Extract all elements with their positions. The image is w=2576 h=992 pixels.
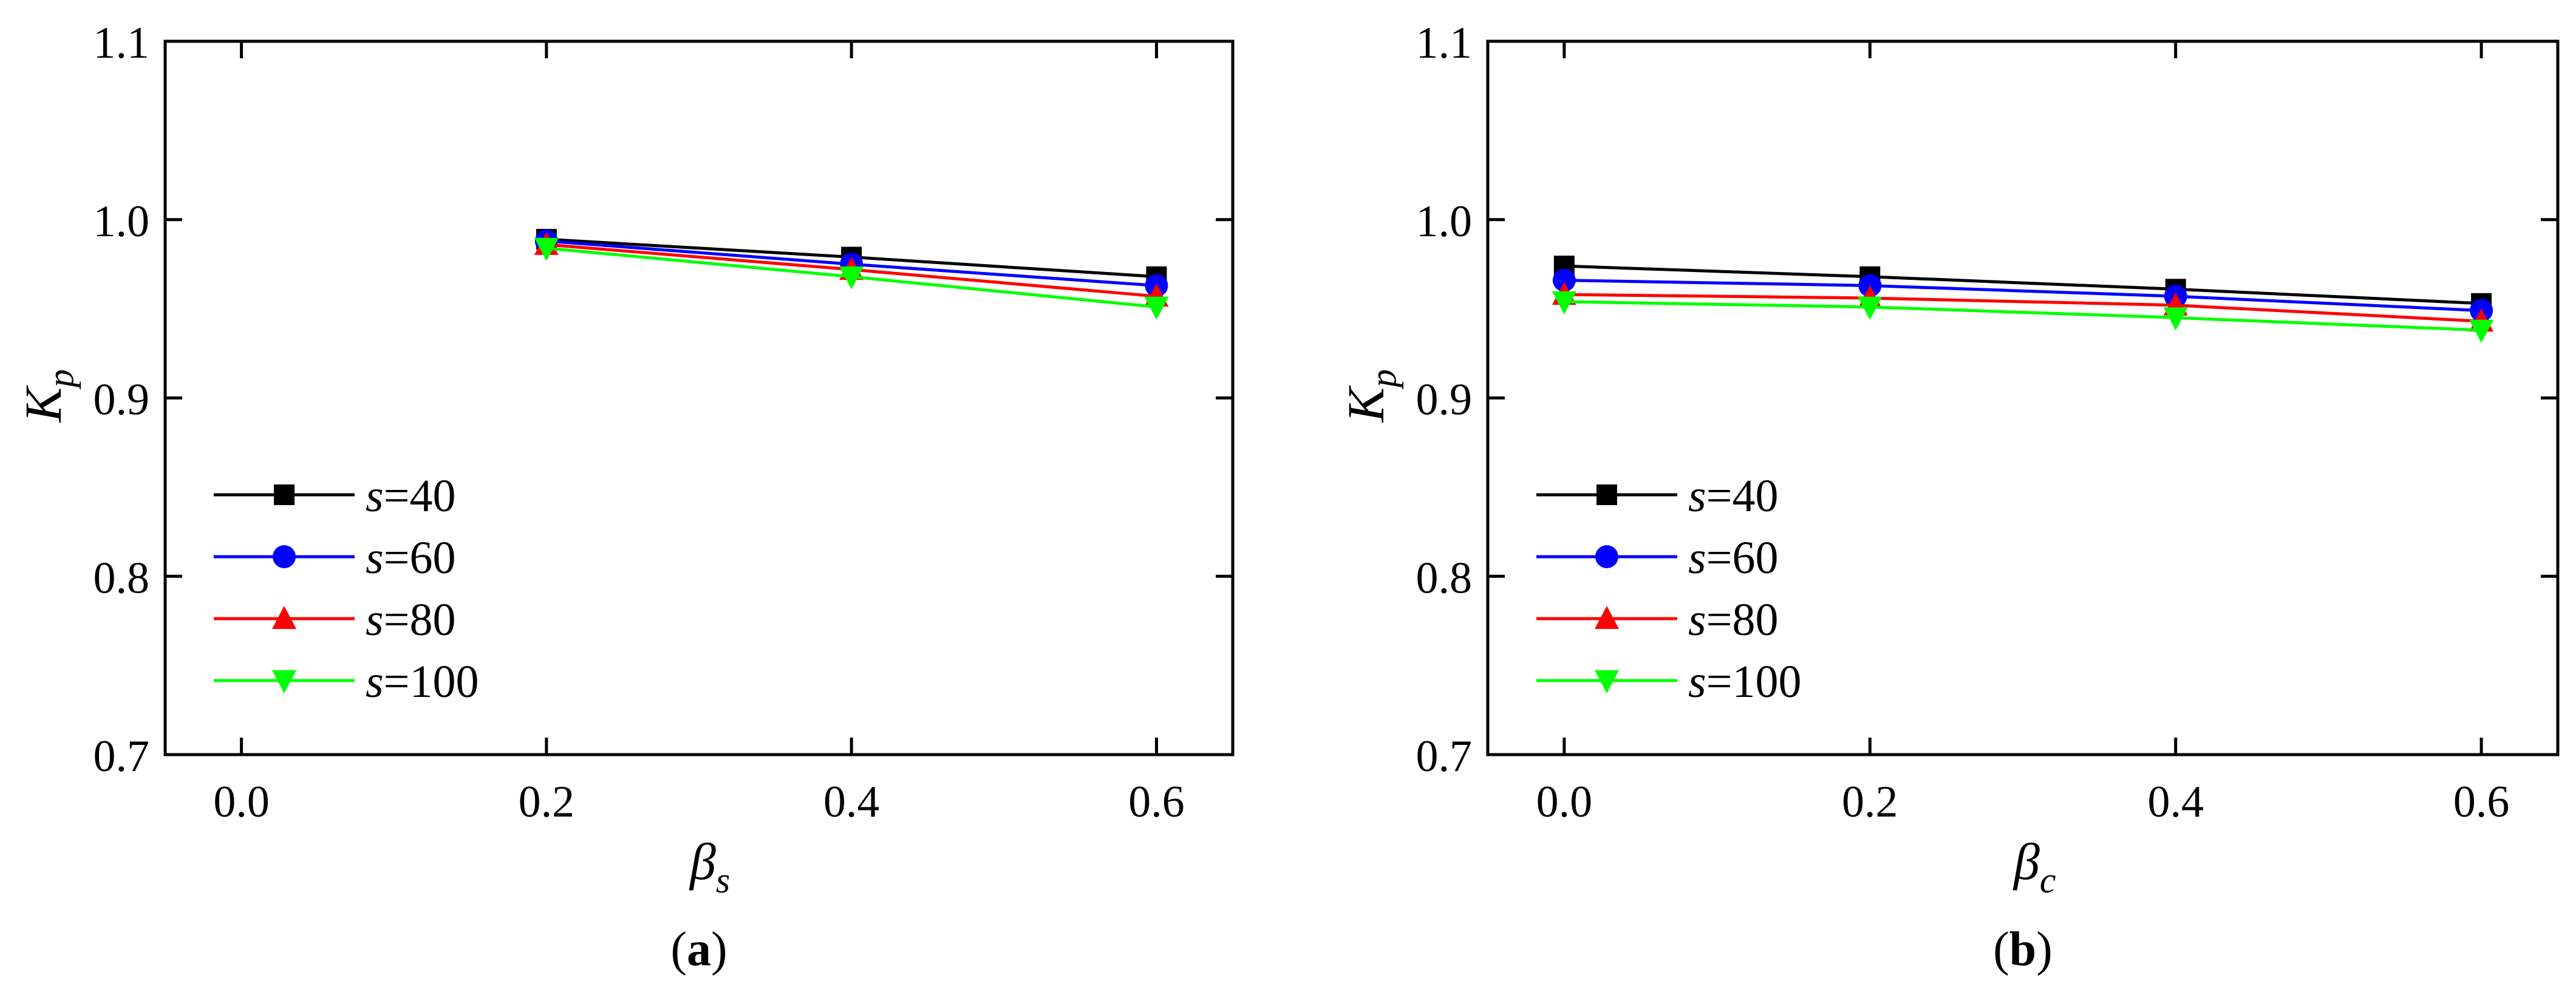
legend-label-value: =60 — [1706, 532, 1779, 583]
chart-panel-b: 0.70.80.91.01.10.0 0.2 0.4 0.6βcKps=40s=60s… — [1337, 18, 2560, 976]
legend-label-variable: s — [1688, 532, 1706, 583]
legend-label: s=60 — [1688, 532, 1778, 583]
legend-swatch-marker — [274, 484, 295, 505]
legend-swatch-marker — [272, 606, 296, 629]
data-point — [839, 266, 864, 290]
y-tick-label: 0.9 — [94, 375, 150, 425]
y-tick-label: 1.1 — [1416, 18, 1473, 68]
legend-label: s=100 — [1688, 656, 1801, 707]
y-tick-label: 0.7 — [94, 732, 150, 781]
legend-label-value: =40 — [1706, 471, 1779, 521]
data-point — [1552, 268, 1576, 292]
legend-label-variable: s — [366, 594, 384, 645]
legend-label-variable: s — [1688, 656, 1706, 707]
series-line — [1564, 264, 2482, 305]
legend-swatch-marker — [272, 670, 296, 693]
legend-swatch-marker — [1595, 545, 1618, 568]
data-point — [534, 237, 559, 261]
y-axis-label-subscript: p — [41, 369, 81, 390]
x-tick-label: 0.6 — [2453, 777, 2510, 827]
y-tick-label: 0.8 — [1416, 553, 1473, 603]
legend-label: s=80 — [366, 594, 455, 645]
y-tick-label: 1.0 — [1416, 197, 1473, 246]
x-tick-label: 0.0 — [1536, 777, 1593, 827]
chart-panel-a: 0.70.80.91.01.10.0 0.2 0.4 0.6βsKps=40s=60s… — [14, 18, 1235, 976]
x-axis-label-symbol: β — [689, 832, 716, 891]
y-tick-label: 1.0 — [94, 197, 150, 246]
legend-label: s=40 — [366, 471, 455, 521]
legend-label-variable: s — [366, 532, 384, 583]
data-point — [1552, 291, 1576, 314]
legend-label-value: =40 — [384, 471, 456, 521]
legend-swatch-marker — [1596, 484, 1617, 505]
y-axis-label: Kp — [14, 369, 81, 423]
panel-label-close-paren: ) — [711, 923, 727, 976]
x-tick-label: 0.6 — [1128, 777, 1185, 827]
y-tick-label: 0.9 — [1416, 375, 1473, 425]
legend-label-value: =100 — [1706, 656, 1802, 707]
legend-label-value: =60 — [384, 532, 456, 583]
series-line — [1564, 279, 2482, 313]
x-axis-label-symbol: β — [2012, 832, 2040, 891]
panel-label-letter: b — [2009, 923, 2037, 976]
y-axis-label-symbol: K — [14, 385, 72, 424]
y-axis-label-symbol: K — [1337, 385, 1395, 424]
data-point — [1144, 296, 1169, 320]
x-axis-label: βs — [689, 832, 730, 900]
y-axis-label-subscript: p — [1363, 369, 1403, 390]
x-tick-label: 0.4 — [2147, 777, 2204, 827]
x-tick-label: 0.0 — [213, 777, 270, 827]
legend: s=40s=60s=80s=100 — [214, 471, 479, 707]
legend-label: s=100 — [366, 656, 479, 707]
legend: s=40s=60s=80s=100 — [1536, 471, 1801, 707]
legend-label: s=80 — [1688, 594, 1778, 645]
legend-label: s=40 — [1688, 471, 1778, 521]
y-axis-label: Kp — [1337, 369, 1403, 423]
plot-frame — [1486, 39, 2560, 756]
panel-label-open-paren: ( — [1993, 923, 2009, 976]
x-tick-label: 0.4 — [823, 777, 880, 827]
series-line — [1564, 300, 2482, 332]
y-tick-label: 1.1 — [94, 18, 150, 68]
legend-swatch-marker — [1595, 670, 1619, 693]
series-s=100 — [534, 237, 1169, 320]
series-s=100 — [1552, 291, 2494, 343]
y-tick-label: 0.8 — [94, 553, 150, 603]
panel-label-letter: a — [687, 923, 711, 976]
plot-frame — [163, 39, 1235, 756]
data-point — [2163, 307, 2188, 331]
panel-label-open-paren: ( — [670, 923, 687, 976]
panel-label: (b) — [1993, 923, 2053, 976]
legend-label-variable: s — [366, 471, 384, 521]
x-tick-label: 0.2 — [519, 777, 575, 827]
panel-label-close-paren: ) — [2036, 923, 2053, 976]
legend-label-value: =80 — [1706, 594, 1779, 645]
y-tick-label: 0.7 — [1416, 732, 1473, 781]
legend-swatch-marker — [273, 545, 296, 568]
legend-label-variable: s — [1688, 594, 1706, 645]
x-tick-label: 0.2 — [1842, 777, 1898, 827]
x-axis-label-subscript: s — [716, 860, 730, 900]
legend-label-value: =100 — [384, 656, 479, 707]
x-axis-label: βc — [2012, 832, 2056, 900]
data-point — [1858, 296, 1883, 320]
legend-swatch-marker — [1595, 606, 1619, 629]
legend-label-variable: s — [366, 656, 384, 707]
x-axis-label-subscript: c — [2040, 860, 2056, 900]
legend-label-value: =80 — [384, 594, 456, 645]
legend-label: s=60 — [366, 532, 455, 583]
legend-label-variable: s — [1688, 471, 1706, 521]
panel-label: (a) — [670, 923, 727, 976]
series-line — [1564, 293, 2482, 323]
data-point — [2469, 319, 2494, 343]
